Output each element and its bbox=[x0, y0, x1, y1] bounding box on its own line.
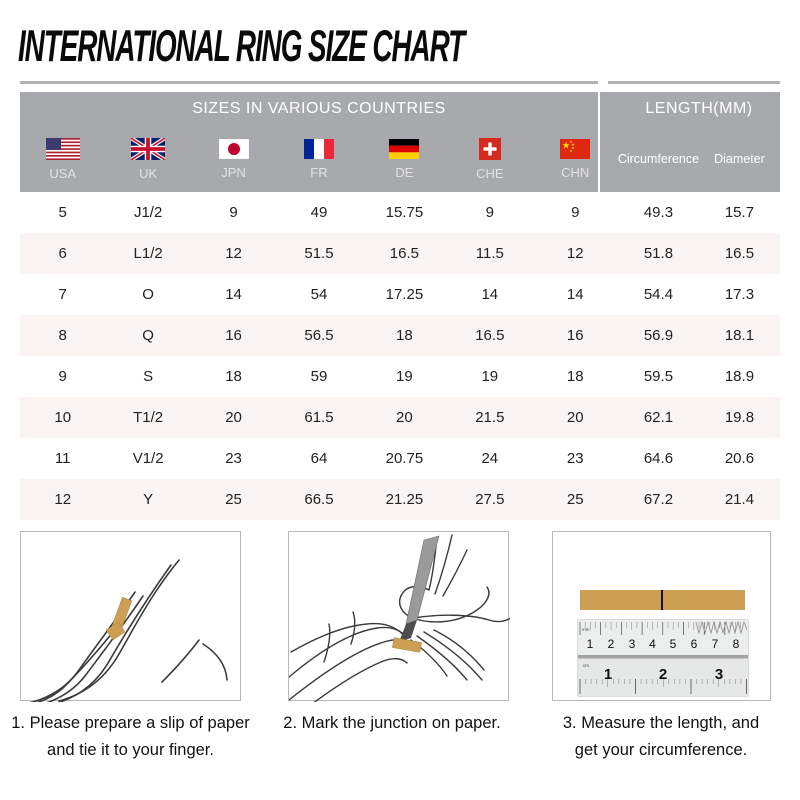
svg-text:3: 3 bbox=[715, 666, 723, 683]
svg-text:4: 4 bbox=[649, 637, 656, 651]
svg-text:2: 2 bbox=[608, 637, 615, 651]
svg-text:mm: mm bbox=[582, 627, 590, 632]
svg-text:1: 1 bbox=[587, 637, 594, 651]
svg-text:cm: cm bbox=[583, 663, 589, 668]
svg-text:3: 3 bbox=[629, 637, 636, 651]
svg-text:6: 6 bbox=[691, 637, 698, 651]
svg-text:2: 2 bbox=[659, 666, 667, 683]
svg-text:8: 8 bbox=[733, 637, 740, 651]
svg-text:1: 1 bbox=[604, 666, 612, 683]
svg-text:7: 7 bbox=[712, 637, 719, 651]
svg-text:5: 5 bbox=[670, 637, 677, 651]
